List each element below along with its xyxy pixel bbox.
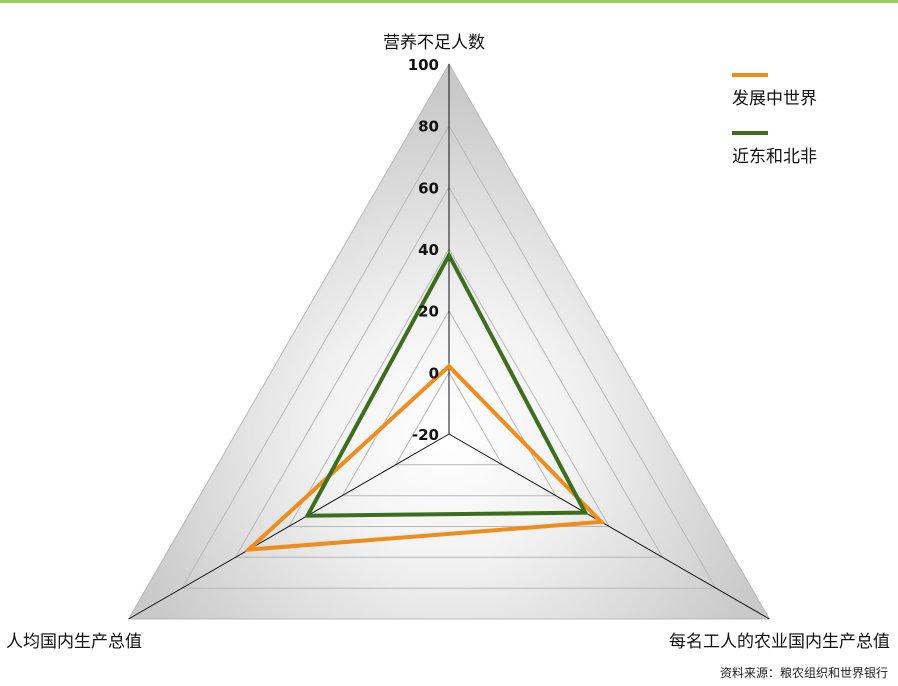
axis-label-undernourished: 营养不足人数 xyxy=(383,33,485,53)
tick-label: 100 xyxy=(408,56,439,74)
axis-label-ag-gdp-per-worker: 每名工人的农业国内生产总值 xyxy=(669,632,890,652)
axis-spoke xyxy=(448,433,770,620)
grid-ring xyxy=(234,186,664,558)
legend-swatch-green xyxy=(732,131,768,135)
grid-ring xyxy=(127,62,771,620)
grid-ring xyxy=(287,247,611,527)
tick-label: 40 xyxy=(418,241,439,259)
tick-label: 20 xyxy=(418,303,439,321)
grid-ring xyxy=(394,371,504,466)
legend-label: 发展中世界 xyxy=(732,89,817,109)
series-line-0 xyxy=(243,363,606,553)
legend-swatch-orange xyxy=(732,73,768,77)
series-line-1 xyxy=(304,250,589,518)
tick-label: 0 xyxy=(429,364,439,382)
top-accent-bar xyxy=(0,0,898,3)
legend-label: 近东和北非 xyxy=(732,147,817,167)
grid-ring xyxy=(341,309,557,497)
source-note: 资料来源：粮农组织和世界银行 xyxy=(719,666,888,680)
tick-label: 80 xyxy=(418,118,439,136)
tick-label: 60 xyxy=(418,179,439,197)
tick-label: -20 xyxy=(412,426,439,444)
grid-ring xyxy=(181,124,717,589)
axis-spoke xyxy=(128,433,450,620)
axis-label-gdp-per-capita: 人均国内生产总值 xyxy=(6,632,142,652)
